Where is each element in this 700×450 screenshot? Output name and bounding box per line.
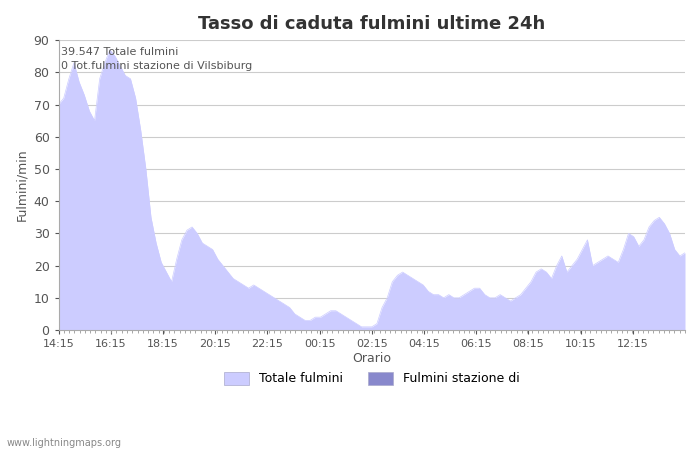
Text: 39.547 Totale fulmini: 39.547 Totale fulmini	[61, 46, 178, 57]
Text: 0 Tot.fulmini stazione di Vilsbiburg: 0 Tot.fulmini stazione di Vilsbiburg	[61, 61, 253, 71]
X-axis label: Orario: Orario	[352, 352, 391, 365]
Legend: Totale fulmini, Fulmini stazione di: Totale fulmini, Fulmini stazione di	[219, 367, 525, 391]
Y-axis label: Fulmini/min: Fulmini/min	[15, 149, 28, 221]
Text: www.lightningmaps.org: www.lightningmaps.org	[7, 438, 122, 448]
Title: Tasso di caduta fulmini ultime 24h: Tasso di caduta fulmini ultime 24h	[198, 15, 545, 33]
